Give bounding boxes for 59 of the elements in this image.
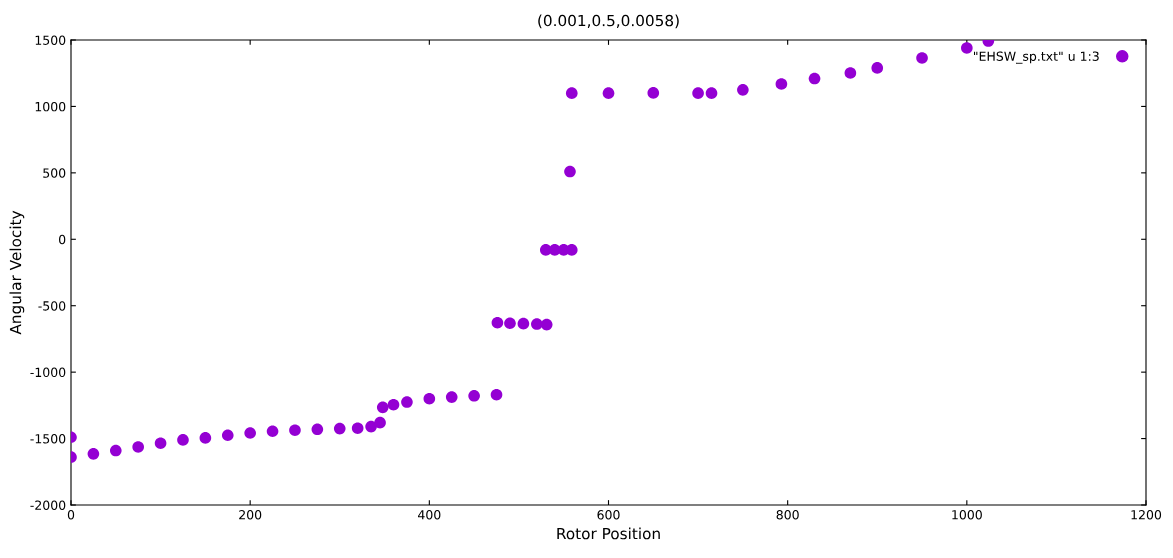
point — [423, 392, 436, 405]
point — [844, 67, 857, 79]
point — [602, 87, 615, 99]
point — [311, 423, 324, 436]
point — [387, 398, 400, 411]
point — [916, 52, 928, 64]
point — [808, 72, 821, 85]
point — [961, 42, 973, 54]
point — [401, 396, 413, 408]
point — [221, 429, 234, 442]
x-tick-label: 0 — [67, 510, 75, 520]
point — [376, 401, 389, 414]
y-tick-label: -2000 — [30, 500, 66, 510]
x-tick-label: 1000 — [952, 510, 982, 520]
point — [468, 389, 480, 402]
chart-title: (0.001,0.5,0.0058) — [538, 14, 679, 29]
x-tick-label: 400 — [418, 510, 441, 520]
x-tick-label: 1200 — [1131, 510, 1162, 520]
point — [244, 427, 256, 439]
legend-label: "EHSW_sp.txt" u 1:3 — [974, 51, 1099, 64]
x-tick-label: 600 — [597, 510, 620, 520]
point — [490, 388, 503, 401]
point — [705, 87, 718, 99]
point — [87, 448, 100, 460]
point — [289, 424, 301, 437]
x-tick-label: 800 — [776, 510, 799, 520]
y-tick-label: 1500 — [35, 35, 66, 45]
y-tick-label: 500 — [43, 168, 66, 178]
point — [199, 432, 212, 444]
x-axis-title: Rotor Position — [557, 527, 660, 540]
point — [351, 422, 364, 435]
y-tick-label: -1500 — [30, 434, 66, 444]
point — [365, 420, 377, 433]
y-tick-label: 1000 — [35, 101, 66, 112]
point — [132, 441, 144, 453]
y-tick-label: -500 — [38, 301, 66, 311]
point — [775, 78, 788, 90]
point — [737, 84, 749, 96]
point — [692, 87, 704, 99]
point — [109, 444, 122, 457]
point — [565, 87, 578, 99]
y-tick-label: 0 — [59, 234, 66, 245]
point — [564, 165, 576, 178]
point — [491, 316, 504, 329]
point — [374, 416, 386, 429]
point — [266, 425, 279, 438]
point — [871, 62, 884, 74]
point — [540, 318, 553, 331]
point — [154, 437, 167, 450]
y-tick-label: -1000 — [30, 367, 66, 378]
x-tick-label: 200 — [239, 510, 262, 520]
point — [333, 422, 346, 435]
point — [531, 318, 543, 330]
point — [517, 317, 530, 330]
point — [445, 391, 458, 403]
point — [504, 317, 516, 330]
point — [647, 87, 660, 99]
y-axis-title: Angular Velocity — [9, 210, 25, 335]
point — [177, 434, 189, 446]
